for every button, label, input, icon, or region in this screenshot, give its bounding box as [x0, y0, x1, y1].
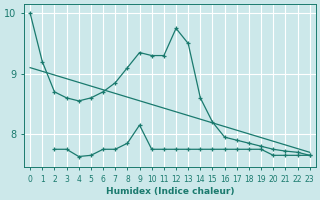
X-axis label: Humidex (Indice chaleur): Humidex (Indice chaleur)	[106, 187, 234, 196]
